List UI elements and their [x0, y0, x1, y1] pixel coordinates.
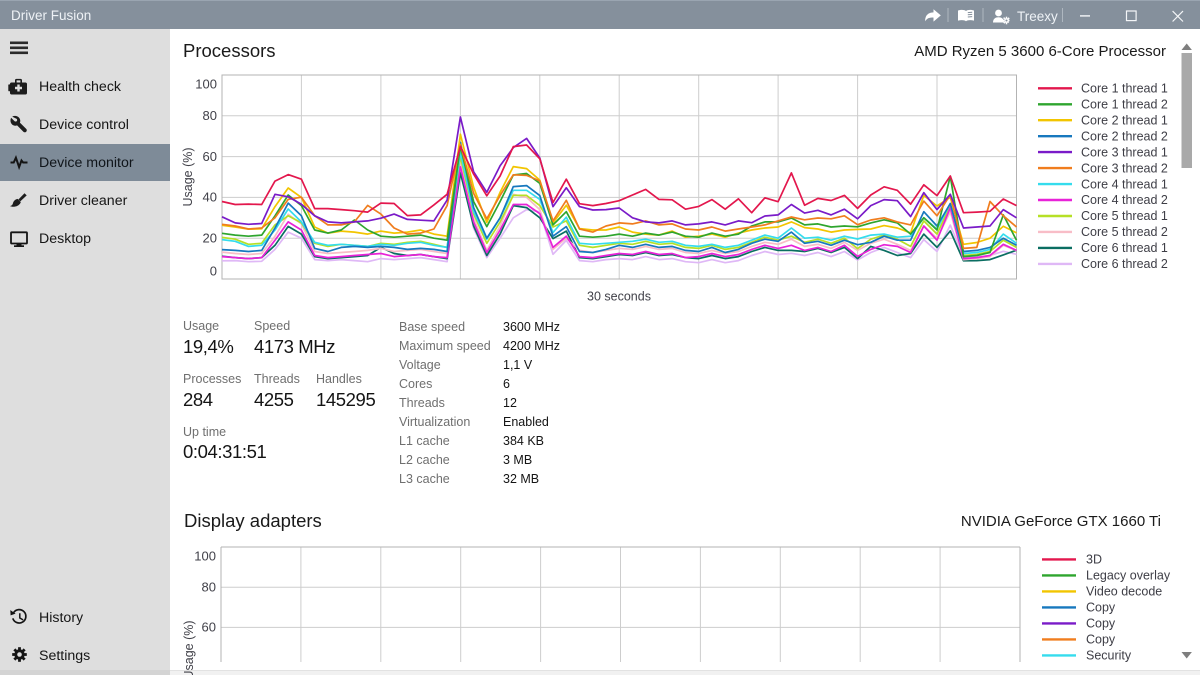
svg-text:30 seconds: 30 seconds: [587, 290, 651, 304]
svg-text:Core 1 thread 1: Core 1 thread 1: [1081, 82, 1168, 96]
svg-text:40: 40: [203, 190, 217, 205]
svg-text:80: 80: [202, 579, 216, 594]
svg-text:Video decode: Video decode: [1086, 585, 1162, 599]
svg-text:100: 100: [194, 549, 216, 564]
svg-text:60: 60: [203, 149, 217, 164]
svg-text:Core 1 thread 2: Core 1 thread 2: [1081, 98, 1168, 112]
svg-text:Core 3 thread 1: Core 3 thread 1: [1081, 145, 1168, 159]
svg-text:Legacy overlay: Legacy overlay: [1086, 569, 1171, 583]
svg-text:Core 2 thread 2: Core 2 thread 2: [1081, 129, 1168, 143]
svg-text:Core 3 thread 2: Core 3 thread 2: [1081, 161, 1168, 175]
svg-text:Copy: Copy: [1086, 601, 1116, 615]
svg-text:Core 5 thread 1: Core 5 thread 1: [1081, 209, 1168, 223]
svg-text:Usage (%): Usage (%): [181, 147, 195, 206]
svg-text:100: 100: [195, 77, 217, 92]
svg-text:Core 5 thread 2: Core 5 thread 2: [1081, 225, 1168, 239]
svg-text:Core 6 thread 2: Core 6 thread 2: [1081, 257, 1168, 271]
svg-text:60: 60: [202, 620, 216, 635]
svg-text:Core 2 thread 1: Core 2 thread 1: [1081, 113, 1168, 127]
svg-text:Security: Security: [1086, 649, 1132, 663]
svg-text:Usage (%): Usage (%): [182, 620, 196, 675]
svg-text:Core 6 thread 1: Core 6 thread 1: [1081, 241, 1168, 255]
svg-text:Treexy: Treexy: [1017, 9, 1058, 24]
svg-text:3D: 3D: [1086, 553, 1102, 567]
svg-text:0: 0: [210, 264, 217, 279]
svg-text:20: 20: [203, 230, 217, 245]
svg-text:Core 4 thread 2: Core 4 thread 2: [1081, 193, 1168, 207]
svg-text:Core 4 thread 1: Core 4 thread 1: [1081, 177, 1168, 191]
svg-text:80: 80: [203, 108, 217, 123]
svg-text:Copy: Copy: [1086, 617, 1116, 631]
svg-text:Copy: Copy: [1086, 633, 1116, 647]
